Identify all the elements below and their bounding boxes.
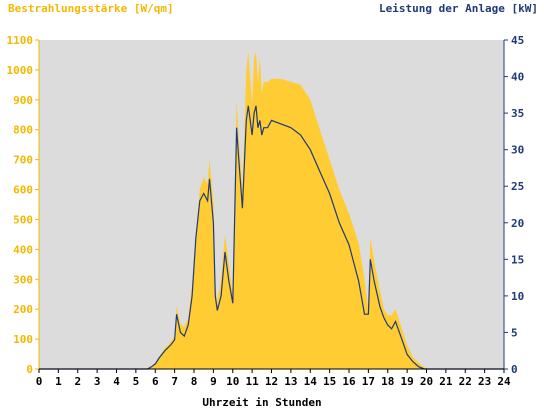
right-tick-label: 40 [511,71,524,84]
right-tick-label: 20 [511,217,524,230]
x-tick-label: 12 [265,375,278,388]
x-tick-label: 16 [342,375,356,388]
right-tick-label: 10 [511,290,524,303]
left-tick-label: 600 [13,184,33,197]
left-tick-label: 900 [13,94,33,107]
x-tick-label: 19 [401,375,414,388]
left-tick-label: 500 [13,213,33,226]
right-tick-label: 25 [511,180,524,193]
x-tick-label: 8 [191,375,198,388]
right-tick-label: 15 [511,253,524,266]
x-tick-label: 9 [210,375,217,388]
x-tick-label: 18 [381,375,394,388]
x-tick-label: 22 [459,375,472,388]
right-tick-label: 5 [511,326,518,339]
x-tick-label: 3 [94,375,101,388]
right-axis-title: Leistung der Anlage [kW] [379,2,538,15]
left-tick-label: 200 [13,303,33,316]
right-tick-label: 45 [511,34,524,47]
x-tick-label: 14 [304,375,318,388]
x-tick-label: 6 [152,375,159,388]
left-axis-ticks: 0 100 200 300 400 500 600 700 800 900 1000 1100 [7,34,39,376]
left-tick-label: 1100 [7,34,34,47]
x-tick-label: 11 [246,375,260,388]
left-tick-label: 400 [13,243,33,256]
left-tick-label: 300 [13,273,33,286]
right-tick-label: 35 [511,107,524,120]
left-axis-title: Bestrahlungsstärke [W/qm] [8,2,174,15]
x-axis-title: Uhrzeit in Stunden [202,396,321,408]
x-tick-label: 17 [362,375,375,388]
right-tick-label: 30 [511,144,524,157]
x-tick-label: 20 [420,375,433,388]
x-tick-label: 1 [55,375,62,388]
x-tick-label: 23 [478,375,491,388]
irradiance-area [39,52,504,369]
x-tick-label: 7 [171,375,178,388]
left-tick-label: 1000 [7,64,34,77]
left-tick-label: 700 [13,154,33,167]
power-line [39,105,504,370]
x-axis-ticks: 0 1 2 3 4 5 6 7 8 9 10 11 12 13 14 15 16 17 18 19 20 21 22 23 24 [36,369,511,388]
x-tick-label: 21 [439,375,453,388]
x-tick-label: 4 [113,375,120,388]
x-tick-label: 0 [36,375,43,388]
x-tick-label: 13 [284,375,297,388]
x-tick-label: 24 [497,375,511,388]
right-axis-ticks: 0 5 10 15 20 25 30 35 40 45 [504,34,524,376]
x-tick-label: 15 [323,375,336,388]
left-tick-label: 800 [13,124,33,137]
left-tick-label: 100 [13,333,33,346]
x-tick-label: 10 [226,375,239,388]
x-tick-label: 2 [74,375,81,388]
right-tick-label: 0 [511,363,518,376]
x-tick-label: 5 [133,375,140,388]
left-tick-label: 0 [26,363,33,376]
